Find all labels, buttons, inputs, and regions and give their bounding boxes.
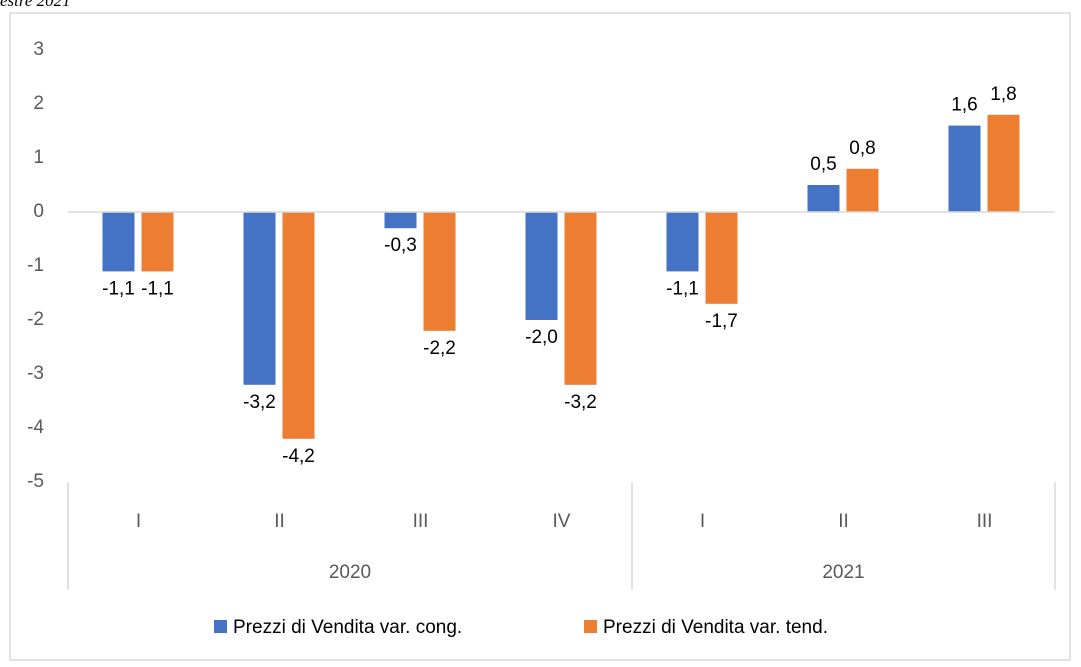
y-tick-label: 2 [33,93,44,114]
bar [141,212,174,272]
data-label: -1,1 [141,278,174,299]
data-label: -3,2 [243,392,276,413]
bar [564,212,597,385]
x-tick-label: II [274,511,285,532]
data-label: -3,2 [564,392,597,413]
y-tick-label: 0 [33,201,44,222]
data-label: -1,7 [705,311,738,332]
y-tick-label: -4 [27,417,44,438]
x-tick-label: III [977,511,993,532]
data-label: 1,8 [990,84,1016,105]
x-tick-label: I [136,511,141,532]
data-label: 0,8 [849,138,875,159]
bar [807,185,840,212]
y-tick-label: 3 [33,39,44,60]
legend-swatch [214,620,227,633]
y-tick-label: -2 [27,309,44,330]
x-tick-label: I [700,511,705,532]
x-tick-label: II [838,511,849,532]
chart-border [9,12,1071,661]
data-label: 1,6 [951,95,977,116]
y-tick-label: -3 [27,363,44,384]
bar [846,168,879,212]
x-tick-label: III [413,511,429,532]
y-tick-label: -5 [27,471,44,492]
bar [948,125,981,212]
y-tick-label: -1 [27,255,44,276]
legend-label: Prezzi di Vendita var. tend. [603,617,828,638]
data-label: -2,0 [525,327,558,348]
group-label: 2020 [329,562,371,583]
bar [384,212,417,229]
data-label: -2,2 [423,338,456,359]
bar [666,212,699,272]
bar [987,114,1020,212]
data-label: 0,5 [810,154,836,175]
caption: estre 2021 [0,0,71,10]
bar [705,212,738,304]
legend-swatch [584,620,597,633]
bar [243,212,276,385]
y-tick-label: 1 [33,147,44,168]
bar [102,212,135,272]
data-label: -4,2 [282,446,315,467]
data-label: -1,1 [102,278,135,299]
bar [423,212,456,331]
x-tick-label: IV [553,511,571,532]
group-label: 2021 [822,562,864,583]
bar [525,212,558,320]
bar [282,212,315,439]
legend-label: Prezzi di Vendita var. cong. [233,617,462,638]
data-label: -0,3 [384,235,417,256]
data-label: -1,1 [666,278,699,299]
